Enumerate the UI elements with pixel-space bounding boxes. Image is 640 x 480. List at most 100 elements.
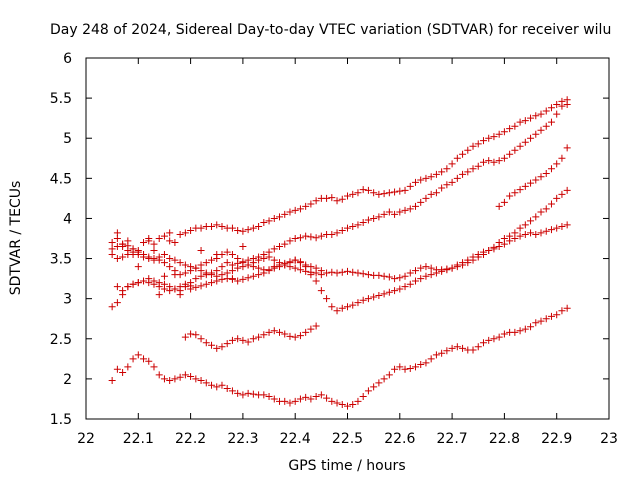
data-point xyxy=(296,258,304,266)
data-point xyxy=(208,222,216,230)
data-point xyxy=(406,364,414,372)
data-point xyxy=(553,224,561,232)
data-point xyxy=(511,189,519,197)
data-point xyxy=(432,189,440,197)
data-point xyxy=(516,142,524,150)
series-6 xyxy=(108,221,571,315)
data-point xyxy=(542,315,550,323)
data-point xyxy=(542,205,550,213)
series-8 xyxy=(108,304,571,410)
data-point xyxy=(427,173,435,181)
data-point xyxy=(197,224,205,232)
data-point xyxy=(176,283,184,291)
data-point xyxy=(542,170,550,178)
data-point xyxy=(187,285,195,293)
x-tick-label: 22.7 xyxy=(437,431,468,447)
data-point xyxy=(234,389,242,397)
data-point xyxy=(380,290,388,298)
data-point xyxy=(464,168,472,176)
data-point xyxy=(129,355,137,363)
data-point xyxy=(558,190,566,198)
y-tick-label: 2.5 xyxy=(50,332,72,348)
data-point xyxy=(511,328,519,336)
data-point xyxy=(213,251,221,259)
data-point xyxy=(140,251,148,259)
data-point xyxy=(234,277,242,285)
series-3 xyxy=(495,144,571,210)
data-point xyxy=(417,275,425,283)
data-point xyxy=(323,194,331,202)
data-point xyxy=(166,376,174,384)
data-point xyxy=(317,287,325,295)
data-point xyxy=(521,325,529,333)
data-point xyxy=(537,208,545,216)
data-point xyxy=(223,340,231,348)
data-point xyxy=(181,280,189,288)
data-point xyxy=(113,365,121,373)
data-point xyxy=(291,235,299,242)
y-tick-label: 5 xyxy=(63,131,72,147)
data-point xyxy=(124,283,132,291)
data-point xyxy=(140,355,148,363)
data-point xyxy=(479,158,487,166)
data-point xyxy=(218,275,226,283)
data-point xyxy=(375,213,383,221)
data-point xyxy=(228,224,236,232)
data-point xyxy=(354,299,362,307)
data-point xyxy=(155,291,163,299)
data-point xyxy=(228,275,236,283)
data-point xyxy=(286,399,294,407)
data-point xyxy=(296,234,304,242)
data-point xyxy=(349,301,357,309)
data-point xyxy=(396,187,404,195)
data-point xyxy=(150,363,158,371)
data-point xyxy=(239,227,247,235)
data-point xyxy=(113,229,121,237)
data-point xyxy=(265,266,273,274)
data-point xyxy=(270,395,278,403)
data-point xyxy=(160,272,168,280)
data-point xyxy=(302,393,310,401)
data-point xyxy=(417,198,425,206)
data-point xyxy=(155,253,163,261)
data-point xyxy=(563,186,571,194)
data-point xyxy=(270,214,278,222)
data-point xyxy=(145,279,153,287)
data-point xyxy=(208,256,216,264)
data-point xyxy=(485,336,493,344)
data-point xyxy=(490,245,498,253)
data-point xyxy=(286,258,294,266)
data-point xyxy=(396,208,404,216)
data-point xyxy=(479,339,487,347)
data-point xyxy=(432,269,440,277)
data-point xyxy=(354,269,362,277)
x-tick-label: 22.8 xyxy=(489,431,520,447)
series-2 xyxy=(113,101,571,295)
data-point xyxy=(328,303,336,311)
data-point xyxy=(171,375,179,383)
data-point xyxy=(192,331,200,339)
data-point xyxy=(542,122,550,130)
data-point xyxy=(422,272,430,280)
data-point xyxy=(276,213,284,221)
data-point xyxy=(563,101,571,109)
data-point xyxy=(385,371,393,379)
data-point xyxy=(469,346,477,354)
y-tick-label: 3 xyxy=(63,292,72,308)
data-point xyxy=(338,226,346,234)
data-point xyxy=(249,259,257,267)
data-point xyxy=(307,200,315,208)
data-point xyxy=(239,263,247,271)
data-point xyxy=(134,351,142,359)
x-tick-label: 22.1 xyxy=(123,431,154,447)
data-point xyxy=(281,397,289,405)
data-point xyxy=(307,233,315,241)
data-point xyxy=(453,261,461,269)
data-point xyxy=(307,271,315,279)
series-7 xyxy=(181,322,320,352)
data-point xyxy=(176,259,184,267)
data-point xyxy=(244,274,252,282)
data-point xyxy=(344,192,351,200)
data-point xyxy=(391,188,399,196)
data-point xyxy=(547,226,555,234)
